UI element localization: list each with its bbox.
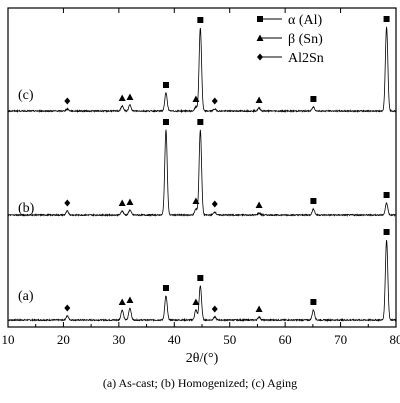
series-layer: (a) (b) (c): [7, 26, 397, 323]
alpha-al-marker: [257, 16, 263, 22]
alpha-al-marker: [162, 119, 169, 125]
alpha-al-marker: [383, 229, 390, 235]
beta-sn-marker: [255, 201, 263, 208]
x-tick-label: 30: [112, 332, 125, 347]
alpha-al-marker: [197, 17, 204, 23]
alpha-al-marker: [162, 285, 169, 291]
alpha-al-marker: [383, 16, 390, 22]
x-tick-label: 50: [223, 332, 236, 347]
xrd-pattern-line: [7, 240, 397, 323]
al2sn-marker: [211, 305, 218, 313]
xrd-pattern-line: [7, 129, 397, 218]
alpha-al-marker: [197, 119, 204, 125]
legend-label: Al2Sn: [288, 51, 324, 66]
figure-caption: (a) As-cast; (b) Homogenized; (c) Aging: [102, 376, 298, 390]
series-label: (b): [18, 201, 35, 216]
alpha-al-marker: [162, 82, 169, 88]
x-tick-label: 20: [57, 332, 70, 347]
al2sn-marker: [257, 53, 263, 61]
legend-label: β (Sn): [288, 32, 323, 47]
legend: α (Al) β (Sn) Al2Sn: [256, 13, 324, 66]
beta-sn-marker: [118, 199, 126, 206]
beta-sn-marker: [118, 94, 126, 101]
beta-sn-marker: [126, 93, 134, 100]
beta-sn-marker: [192, 298, 200, 305]
legend-label: α (Al): [288, 13, 322, 28]
x-tick-label: 80: [390, 332, 400, 347]
alpha-al-marker: [310, 96, 317, 102]
beta-sn-marker: [192, 95, 200, 102]
x-tick-label: 70: [334, 332, 347, 347]
beta-sn-marker: [126, 198, 134, 205]
al2sn-marker: [211, 200, 218, 208]
beta-sn-marker: [126, 296, 134, 303]
alpha-al-marker: [197, 275, 204, 281]
beta-sn-marker: [118, 298, 126, 305]
x-tick-label: 10: [2, 332, 15, 347]
alpha-al-marker: [310, 299, 317, 305]
al2sn-marker: [64, 304, 71, 312]
beta-sn-marker: [255, 305, 263, 312]
alpha-al-marker: [383, 192, 390, 198]
marker-layer: [64, 16, 390, 313]
axis-layer: 10 20 30 40 50 60 70 80 2θ/(°): [2, 7, 400, 366]
series-label: (c): [18, 88, 34, 103]
al2sn-marker: [64, 199, 71, 207]
xrd-pattern-line: [7, 26, 397, 114]
series-label: (a): [18, 289, 34, 304]
beta-sn-marker: [192, 197, 200, 204]
al2sn-marker: [211, 97, 218, 105]
beta-sn-marker: [256, 34, 264, 41]
beta-sn-marker: [255, 96, 263, 103]
al2sn-marker: [64, 97, 71, 105]
x-tick-label: 60: [279, 332, 292, 347]
x-axis-title: 2θ/(°): [186, 351, 219, 366]
x-tick-label: 40: [168, 332, 181, 347]
alpha-al-marker: [310, 198, 317, 204]
